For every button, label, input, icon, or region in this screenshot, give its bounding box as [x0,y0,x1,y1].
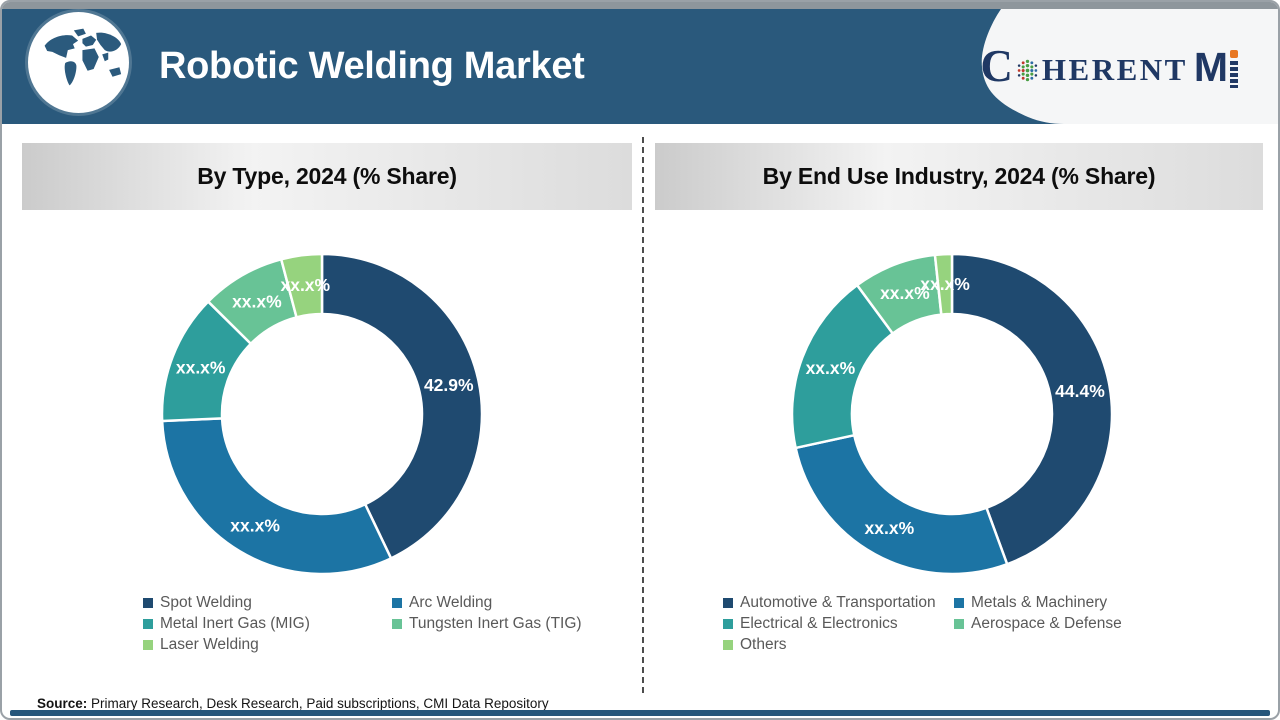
slice-value-label: xx.x% [230,515,280,535]
legend-swatch [392,618,402,629]
legend-swatch [143,639,153,650]
legend-item: Arc Welding [392,594,582,611]
panel-divider-dashed-line [642,137,644,693]
legend-label: Arc Welding [409,593,493,611]
legend-swatch [392,597,402,608]
logo-letter-c: C [980,41,1013,91]
donut-segment-1 [320,252,484,560]
logo-i-dashed-bar [1230,60,1238,88]
logo-letter-m: M [1193,44,1228,90]
slice-value-label: xx.x% [280,275,330,295]
donut-segment-1 [950,252,1114,566]
legend-swatch [723,597,733,608]
donut-segment-5 [279,252,324,319]
left-panel-title: By Type, 2024 (% Share) [22,143,632,210]
donut-segment-2 [794,433,1009,576]
legend-item: Tungsten Inert Gas (TIG) [392,615,582,632]
slice-value-label: xx.x% [880,283,930,303]
legend-by-type: Spot Welding Arc Welding Metal Inert Gas (… [143,594,582,653]
legend-item: Automotive & Transportation [723,594,954,611]
logo-letters-herent: HERENT [1041,52,1188,87]
legend-item: Metal Inert Gas (MIG) [143,615,392,632]
legend-item: Spot Welding [143,594,392,611]
coherentmi-logo: C [980,9,1238,124]
donut-segment-2 [160,417,393,576]
source-note: Source: Primary Research, Desk Research,… [37,696,549,711]
slice-value-label: xx.x% [232,291,282,311]
legend-item: Laser Welding [143,636,392,653]
donut-segment-5 [933,252,954,316]
legend-label: Others [740,635,787,653]
header-banner: Robotic Welding Market C [2,9,1278,124]
legend-swatch [723,639,733,650]
bottom-accent-bar [10,710,1270,716]
page-title: Robotic Welding Market [159,45,585,87]
slice-value-label: xx.x% [920,274,970,294]
legend-item: Metals & Machinery [954,594,1122,611]
donut-chart-by-type: 42.9%xx.x%xx.x%xx.x%xx.x% [160,252,484,576]
world-map-badge [28,12,129,113]
legend-swatch [723,618,733,629]
legend-label: Aerospace & Defense [971,614,1122,632]
logo-dot-globe-icon [1017,59,1038,82]
donut-chart-by-end-use: 44.4%xx.x%xx.x%xx.x%xx.x% [790,252,1114,576]
legend-item: Others [723,636,954,653]
source-text: Primary Research, Desk Research, Paid su… [87,696,549,711]
slice-value-label: xx.x% [176,357,226,377]
legend-item: Aerospace & Defense [954,615,1122,632]
legend-item: Electrical & Electronics [723,615,954,632]
logo-i-orange-dot [1230,49,1238,58]
legend-label: Metals & Machinery [971,593,1108,611]
legend-label: Tungsten Inert Gas (TIG) [409,614,582,632]
slice-value-label: xx.x% [865,518,915,538]
legend-label: Spot Welding [160,593,252,611]
legend-by-end-use: Automotive & Transportation Metals & Mach… [723,594,1122,653]
legend-swatch [954,618,964,629]
slice-value-label: 42.9% [424,375,474,395]
top-border-strip [2,2,1278,9]
logo-swoosh-background [981,9,1278,124]
right-panel-title: By End Use Industry, 2024 (% Share) [655,143,1263,210]
legend-label: Automotive & Transportation [740,593,936,611]
logo-letter-i-glyph [1230,49,1238,88]
slice-value-label: xx.x% [806,358,856,378]
world-map-icon [44,28,121,85]
legend-label: Laser Welding [160,635,259,653]
legend-swatch [954,597,964,608]
legend-label: Metal Inert Gas (MIG) [160,614,310,632]
source-label: Source: [37,696,88,711]
legend-swatch [143,597,153,608]
legend-swatch [143,618,153,629]
legend-label: Electrical & Electronics [740,614,898,632]
slice-value-label: 44.4% [1055,381,1105,401]
